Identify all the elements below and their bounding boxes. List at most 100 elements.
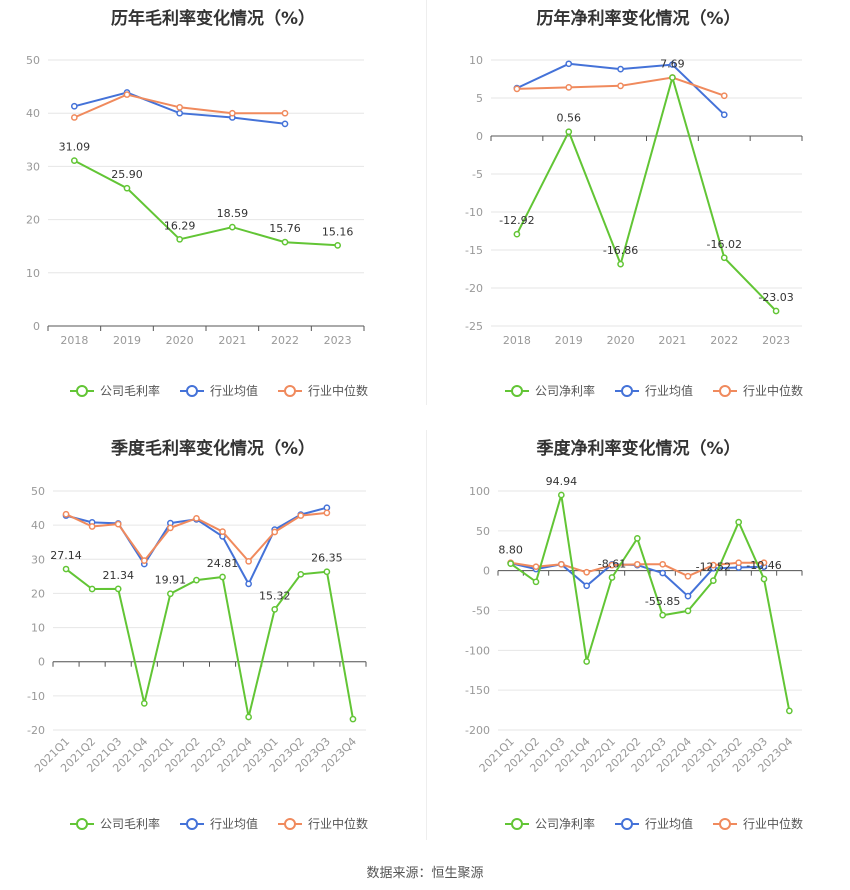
- data-point: [720, 254, 728, 262]
- chart-annual-gross-margin: 历年毛利率变化情况（%） 0 10 20 30 40 50 2018 2019 2020 2021…: [0, 0, 426, 410]
- data-label: -12.92: [499, 214, 534, 227]
- data-point: [123, 91, 131, 98]
- y-tick-label: 50: [26, 54, 40, 67]
- data-point: [557, 560, 565, 568]
- data-label: -8.61: [598, 558, 626, 571]
- data-point: [245, 557, 252, 565]
- data-point: [583, 568, 591, 576]
- legend-label: 行业均值: [210, 816, 258, 831]
- y-tick-label: -10: [465, 206, 483, 219]
- legend-label: 公司毛利率: [100, 816, 160, 831]
- legend-marker: [511, 818, 523, 830]
- data-point: [583, 658, 591, 665]
- data-point: [62, 565, 70, 573]
- chart-svg: 0 10 20 30 40 50 2018 2019 2020 2021 2022 2023 31.09…: [26, 54, 368, 398]
- data-point: [608, 561, 616, 569]
- y-tick-label: -150: [465, 684, 490, 697]
- chart-title: 季度毛利率变化情况（%）: [110, 439, 316, 459]
- legend-label: 行业中位数: [743, 816, 803, 831]
- data-point: [513, 85, 521, 93]
- data-label: 94.94: [546, 475, 578, 488]
- x-tick-label: 2020: [607, 334, 635, 347]
- data-point: [297, 570, 305, 578]
- data-label: 21.34: [102, 569, 134, 582]
- legend-label: 公司净利率: [535, 816, 595, 831]
- legend-marker: [284, 385, 296, 397]
- y-tick-label: -20: [465, 282, 483, 295]
- data-point: [709, 577, 717, 584]
- data-point: [88, 585, 96, 593]
- y-tick-label: -10: [27, 690, 45, 703]
- x-tick-label: 2023: [324, 334, 352, 347]
- data-label: 16.29: [164, 219, 196, 232]
- data-point: [617, 65, 624, 73]
- chart-svg: -20-10010203040502021Q12021Q22021Q32021Q…: [27, 485, 368, 831]
- data-point: [659, 569, 667, 577]
- chart-title: 历年毛利率变化情况（%）: [110, 9, 316, 29]
- y-tick-label: 0: [483, 565, 490, 578]
- data-point: [532, 563, 540, 571]
- data-label: -10.46: [746, 559, 781, 572]
- data-label: 15.16: [322, 225, 354, 238]
- x-tick-label: 2021: [218, 334, 246, 347]
- legend-marker: [284, 818, 296, 830]
- x-tick-label: 2021: [658, 334, 686, 347]
- data-label: 15.76: [269, 222, 301, 235]
- data-point: [271, 606, 279, 613]
- data-point: [608, 574, 616, 581]
- data-point: [760, 559, 768, 567]
- data-point: [684, 572, 692, 580]
- data-point: [684, 592, 692, 600]
- data-point: [88, 523, 96, 530]
- data-point: [617, 82, 624, 90]
- y-tick-label: 50: [31, 485, 45, 498]
- data-point: [709, 561, 717, 569]
- data-label: -16.02: [707, 238, 742, 251]
- chart-title: 历年净利率变化情况（%）: [536, 9, 741, 29]
- x-tick-label: 2022: [271, 334, 299, 347]
- chart-svg: -200-150-100-500501002021Q12021Q22021Q32…: [465, 475, 803, 831]
- series-line: [73, 159, 338, 247]
- data-point: [720, 111, 728, 119]
- data-label: -55.85: [645, 595, 680, 608]
- legend-label: 行业均值: [645, 383, 693, 398]
- data-point: [271, 528, 279, 536]
- legend-label: 行业中位数: [308, 383, 368, 398]
- y-tick-label: 10: [469, 54, 483, 67]
- legend-marker: [719, 385, 731, 397]
- legend-marker: [76, 385, 88, 397]
- chart-title: 季度净利率变化情况（%）: [536, 439, 741, 459]
- data-point: [735, 559, 743, 567]
- data-point: [565, 84, 573, 91]
- chart-quarterly-gross-margin: 季度毛利率变化情况（%） -20 -10 0 10 20 30 40 50 2021Q1 2021…: [0, 430, 426, 850]
- data-label: 0.56: [557, 112, 582, 125]
- data-label: -12.52: [696, 561, 731, 574]
- y-tick-label: 10: [26, 267, 40, 280]
- data-point: [557, 491, 565, 499]
- data-point: [785, 707, 793, 715]
- y-tick-label: -5: [472, 168, 483, 181]
- data-point: [565, 128, 573, 136]
- data-label: 26.35: [311, 552, 343, 565]
- data-point: [633, 560, 641, 568]
- data-point: [760, 575, 768, 583]
- data-point: [70, 157, 78, 164]
- data-label: 8.80: [498, 544, 523, 557]
- legend-marker: [186, 818, 198, 830]
- data-point: [617, 260, 624, 268]
- legend-marker: [719, 818, 731, 830]
- legend-label: 公司净利率: [535, 383, 595, 398]
- legend-label: 行业中位数: [308, 816, 368, 831]
- data-point: [193, 576, 200, 584]
- x-tick-label: 2020: [166, 334, 194, 347]
- legend-marker: [511, 385, 523, 397]
- y-tick-label: 30: [26, 160, 40, 173]
- data-point: [507, 560, 515, 568]
- chart-annual-net-margin: 历年净利率变化情况（%） -25 -20 -15 -10 -5 0 5 10 2018 2019 2…: [427, 0, 850, 410]
- y-tick-label: 5: [476, 92, 483, 105]
- data-point: [633, 535, 641, 542]
- data-point: [349, 715, 357, 723]
- data-point: [114, 520, 122, 528]
- legend-marker: [186, 385, 198, 397]
- data-point: [281, 120, 289, 128]
